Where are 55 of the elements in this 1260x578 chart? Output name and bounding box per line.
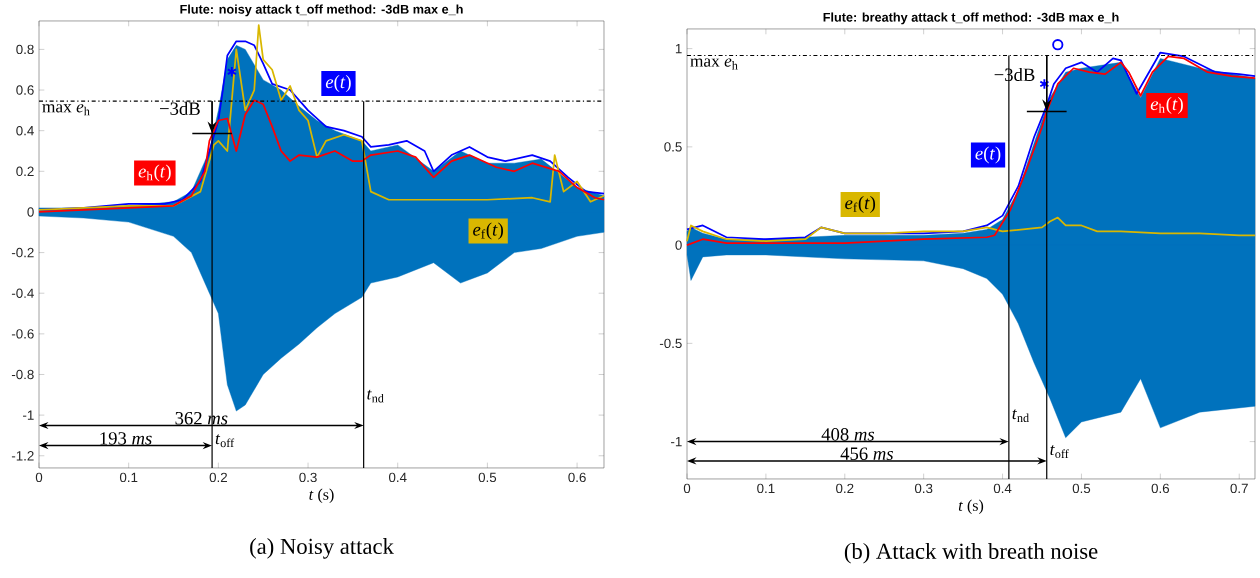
- text: (a) Noisy attack: [250, 538, 394, 559]
- line-series: [686, 216, 1256, 243]
- chart-title: Flute: noisy attack t_off method: -3dB max e_h: [180, 4, 463, 17]
- y-tick-label: 1: [675, 44, 682, 54]
- line-series: [38, 99, 605, 213]
- series-label: e$_{h}$(t): [138, 164, 171, 182]
- y-tick-label: -0.6: [11, 329, 34, 339]
- y-tick-label: 0: [27, 207, 34, 217]
- ref-line-label: t$_{nd}$: [1012, 409, 1029, 423]
- y-tick-label: -0.5: [659, 338, 682, 349]
- x-tick-label: 0.1: [119, 472, 138, 483]
- series-label: e(t): [975, 146, 1001, 164]
- x-tick-label: 0.7: [1230, 483, 1248, 494]
- y-tick-label: -1: [23, 410, 34, 420]
- series-label: e$_{f}$(t): [845, 195, 876, 213]
- ref-line-label: t$_{off}$: [1050, 445, 1069, 459]
- series-label: e$_{h}$(t): [1150, 96, 1183, 114]
- annotation: −3dB: [159, 101, 200, 116]
- y-tick-label: 0.2: [16, 166, 34, 177]
- y-tick-label: 0.5: [664, 142, 682, 152]
- annotation: 193 ms: [100, 432, 152, 445]
- x-tick-label: 0.3: [914, 483, 933, 494]
- x-tick-label: 0.5: [1072, 483, 1091, 494]
- ref-line-label: t$_{nd}$: [367, 389, 384, 403]
- annotation: 408 ms: [821, 428, 875, 441]
- ref-line-label: max e$_{h}$: [690, 58, 738, 70]
- x-axis-title: t (s): [309, 488, 334, 504]
- x-tick-label: 0.1: [757, 483, 775, 494]
- x-tick-label: 0.2: [209, 472, 227, 483]
- x-tick-label: 0: [683, 483, 691, 494]
- series-label: e$_{f}$(t): [473, 222, 503, 240]
- y-tick-label: 0.4: [16, 125, 34, 136]
- x-axis-title: t (s): [958, 499, 984, 515]
- y-tick-label: -0.8: [11, 369, 34, 380]
- y-tick-label: -1.2: [11, 451, 34, 461]
- x-tick-label: 0.5: [478, 472, 497, 483]
- y-tick-label: 0: [675, 240, 682, 250]
- x-tick-label: 0.2: [836, 483, 854, 494]
- chart-title: Flute: breathy attack t_off method: -3dB max e_h: [823, 12, 1119, 25]
- text: (b) Attack with breath noise: [844, 542, 1098, 564]
- ref-line-label: max e$_{h}$: [42, 104, 90, 116]
- y-tick-label: -0.4: [11, 288, 34, 298]
- y-tick-label: -0.2: [11, 247, 34, 258]
- y-tick-label: 0.6: [16, 85, 34, 95]
- x-tick-label: 0.6: [568, 472, 586, 483]
- series-label: e(t): [325, 75, 351, 93]
- annotation: 456 ms: [840, 447, 893, 461]
- y-tick-label: 0.8: [16, 44, 34, 55]
- x-tick-label: 0.4: [993, 483, 1012, 494]
- ref-line-label: t$_{off}$: [215, 434, 235, 448]
- x-tick-label: 0.6: [1151, 483, 1170, 494]
- x-tick-label: 0: [35, 472, 43, 483]
- x-tick-label: 0.4: [388, 472, 407, 483]
- y-tick-label: -1: [671, 437, 682, 447]
- x-tick-label: 0.3: [299, 472, 317, 483]
